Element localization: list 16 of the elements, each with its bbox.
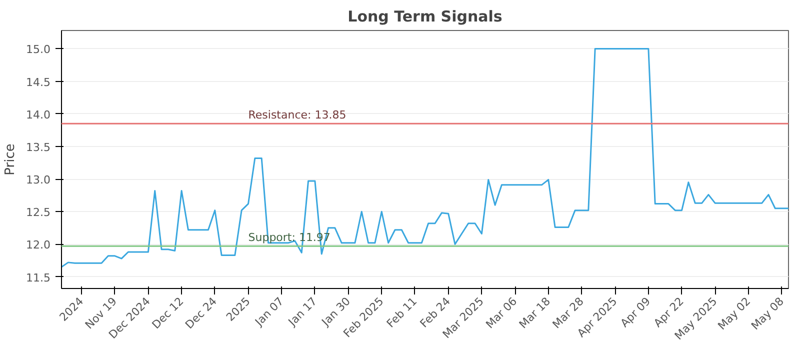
x-tick-label: Feb 11	[384, 294, 420, 330]
y-tick-label: 14.0	[26, 108, 51, 122]
y-tick-label: 12.0	[26, 238, 51, 252]
y-tick-label: 13.5	[26, 140, 51, 154]
y-tick-label: 11.5	[26, 271, 51, 284]
x-tick-label: Apr 09	[618, 294, 654, 330]
x-tick-label: Jan 17	[285, 294, 320, 330]
y-axis-title: Price	[3, 144, 18, 176]
line-series	[62, 48, 788, 268]
y-tick-label: 14.5	[26, 76, 51, 89]
y-tick-label: 15.0	[26, 43, 51, 56]
x-tick-label: Jan 07	[252, 294, 286, 330]
ref-line-label: Resistance: 13.85	[248, 108, 346, 122]
y-tick-label: 12.5	[26, 206, 51, 220]
chart-title: Long Term Signals	[348, 8, 502, 26]
y-tick-label: 13.0	[26, 174, 51, 187]
